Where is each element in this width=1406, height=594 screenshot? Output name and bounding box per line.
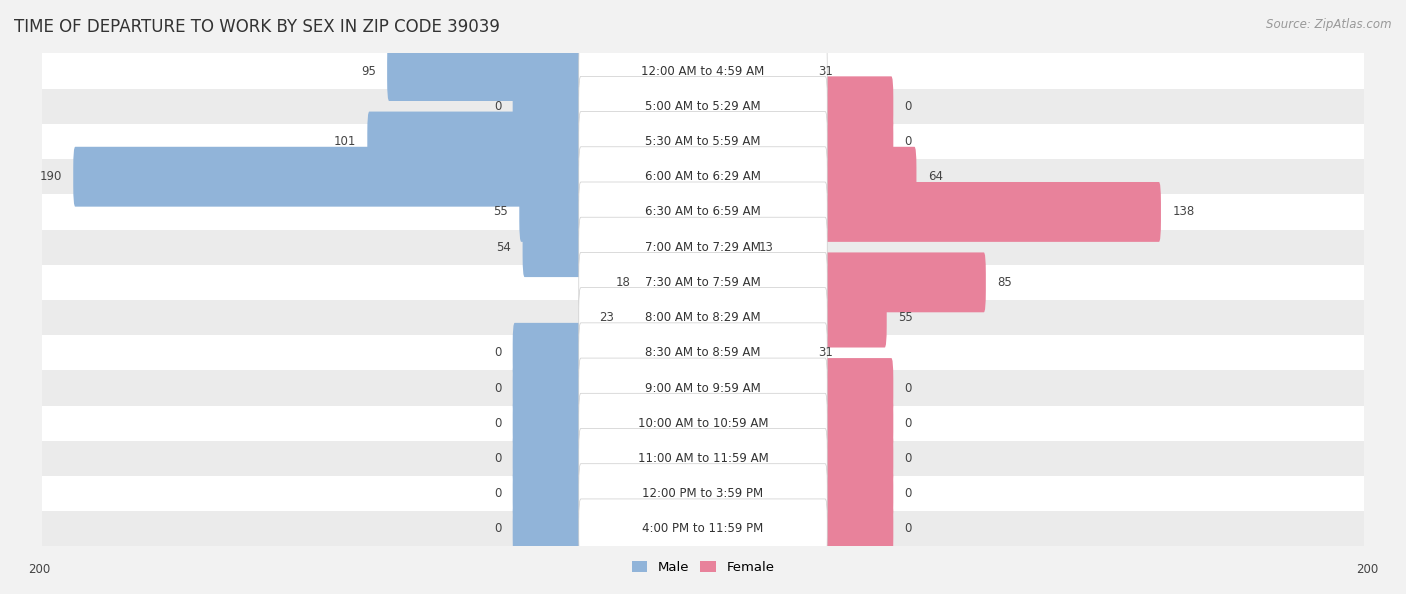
FancyBboxPatch shape bbox=[579, 41, 827, 101]
FancyBboxPatch shape bbox=[513, 393, 582, 453]
Text: 11:00 AM to 11:59 AM: 11:00 AM to 11:59 AM bbox=[638, 452, 768, 465]
FancyBboxPatch shape bbox=[42, 89, 1364, 124]
Text: 31: 31 bbox=[818, 346, 834, 359]
FancyBboxPatch shape bbox=[824, 112, 893, 172]
FancyBboxPatch shape bbox=[42, 53, 1364, 89]
Text: 13: 13 bbox=[759, 241, 775, 254]
Text: 55: 55 bbox=[494, 206, 508, 219]
FancyBboxPatch shape bbox=[824, 464, 893, 523]
Text: 0: 0 bbox=[904, 522, 912, 535]
Text: 6:30 AM to 6:59 AM: 6:30 AM to 6:59 AM bbox=[645, 206, 761, 219]
Text: 12:00 AM to 4:59 AM: 12:00 AM to 4:59 AM bbox=[641, 65, 765, 78]
Text: 0: 0 bbox=[494, 346, 502, 359]
FancyBboxPatch shape bbox=[579, 499, 827, 559]
FancyBboxPatch shape bbox=[824, 393, 893, 453]
FancyBboxPatch shape bbox=[824, 77, 893, 136]
Text: 0: 0 bbox=[904, 452, 912, 465]
FancyBboxPatch shape bbox=[42, 335, 1364, 371]
FancyBboxPatch shape bbox=[513, 77, 582, 136]
FancyBboxPatch shape bbox=[42, 265, 1364, 300]
FancyBboxPatch shape bbox=[824, 287, 887, 347]
Text: 0: 0 bbox=[494, 452, 502, 465]
Text: Source: ZipAtlas.com: Source: ZipAtlas.com bbox=[1267, 18, 1392, 31]
Text: 31: 31 bbox=[818, 65, 834, 78]
FancyBboxPatch shape bbox=[579, 77, 827, 136]
FancyBboxPatch shape bbox=[824, 147, 917, 207]
Text: 9:00 AM to 9:59 AM: 9:00 AM to 9:59 AM bbox=[645, 381, 761, 394]
FancyBboxPatch shape bbox=[579, 428, 827, 488]
Text: 7:00 AM to 7:29 AM: 7:00 AM to 7:29 AM bbox=[645, 241, 761, 254]
FancyBboxPatch shape bbox=[42, 371, 1364, 406]
FancyBboxPatch shape bbox=[42, 406, 1364, 441]
Text: 0: 0 bbox=[494, 487, 502, 500]
Text: 0: 0 bbox=[494, 100, 502, 113]
Text: 0: 0 bbox=[494, 522, 502, 535]
FancyBboxPatch shape bbox=[42, 194, 1364, 229]
Text: 0: 0 bbox=[494, 417, 502, 429]
FancyBboxPatch shape bbox=[824, 428, 893, 488]
FancyBboxPatch shape bbox=[579, 182, 827, 242]
Text: 5:30 AM to 5:59 AM: 5:30 AM to 5:59 AM bbox=[645, 135, 761, 148]
Text: 0: 0 bbox=[904, 487, 912, 500]
Text: 8:00 AM to 8:29 AM: 8:00 AM to 8:29 AM bbox=[645, 311, 761, 324]
FancyBboxPatch shape bbox=[42, 159, 1364, 194]
Text: 0: 0 bbox=[904, 417, 912, 429]
Text: 12:00 PM to 3:59 PM: 12:00 PM to 3:59 PM bbox=[643, 487, 763, 500]
Text: 23: 23 bbox=[599, 311, 614, 324]
FancyBboxPatch shape bbox=[579, 217, 827, 277]
FancyBboxPatch shape bbox=[523, 217, 582, 277]
FancyBboxPatch shape bbox=[513, 358, 582, 418]
FancyBboxPatch shape bbox=[42, 511, 1364, 546]
Legend: Male, Female: Male, Female bbox=[626, 555, 780, 579]
Text: 64: 64 bbox=[928, 170, 942, 183]
Text: 0: 0 bbox=[904, 381, 912, 394]
Text: 5:00 AM to 5:29 AM: 5:00 AM to 5:29 AM bbox=[645, 100, 761, 113]
Text: 0: 0 bbox=[904, 100, 912, 113]
FancyBboxPatch shape bbox=[42, 300, 1364, 335]
Text: 10:00 AM to 10:59 AM: 10:00 AM to 10:59 AM bbox=[638, 417, 768, 429]
FancyBboxPatch shape bbox=[579, 464, 827, 523]
FancyBboxPatch shape bbox=[824, 182, 1161, 242]
FancyBboxPatch shape bbox=[42, 441, 1364, 476]
Text: 4:00 PM to 11:59 PM: 4:00 PM to 11:59 PM bbox=[643, 522, 763, 535]
FancyBboxPatch shape bbox=[824, 499, 893, 559]
FancyBboxPatch shape bbox=[579, 358, 827, 418]
FancyBboxPatch shape bbox=[579, 323, 827, 383]
Text: 7:30 AM to 7:59 AM: 7:30 AM to 7:59 AM bbox=[645, 276, 761, 289]
FancyBboxPatch shape bbox=[42, 124, 1364, 159]
FancyBboxPatch shape bbox=[513, 428, 582, 488]
Text: 85: 85 bbox=[997, 276, 1012, 289]
Text: 190: 190 bbox=[39, 170, 62, 183]
FancyBboxPatch shape bbox=[73, 147, 582, 207]
FancyBboxPatch shape bbox=[513, 323, 582, 383]
Text: 0: 0 bbox=[494, 381, 502, 394]
FancyBboxPatch shape bbox=[824, 358, 893, 418]
Text: 18: 18 bbox=[616, 276, 630, 289]
FancyBboxPatch shape bbox=[579, 252, 827, 312]
FancyBboxPatch shape bbox=[387, 41, 582, 101]
Text: 138: 138 bbox=[1173, 206, 1195, 219]
Text: 0: 0 bbox=[904, 135, 912, 148]
Text: 200: 200 bbox=[1355, 563, 1378, 576]
FancyBboxPatch shape bbox=[367, 112, 582, 172]
Text: 6:00 AM to 6:29 AM: 6:00 AM to 6:29 AM bbox=[645, 170, 761, 183]
FancyBboxPatch shape bbox=[513, 464, 582, 523]
FancyBboxPatch shape bbox=[824, 252, 986, 312]
FancyBboxPatch shape bbox=[42, 476, 1364, 511]
Text: 55: 55 bbox=[898, 311, 912, 324]
FancyBboxPatch shape bbox=[579, 287, 827, 347]
FancyBboxPatch shape bbox=[513, 499, 582, 559]
Text: 95: 95 bbox=[361, 65, 375, 78]
Text: TIME OF DEPARTURE TO WORK BY SEX IN ZIP CODE 39039: TIME OF DEPARTURE TO WORK BY SEX IN ZIP … bbox=[14, 18, 501, 36]
FancyBboxPatch shape bbox=[579, 147, 827, 207]
Text: 101: 101 bbox=[333, 135, 356, 148]
FancyBboxPatch shape bbox=[42, 229, 1364, 265]
Text: 200: 200 bbox=[28, 563, 51, 576]
FancyBboxPatch shape bbox=[579, 393, 827, 453]
FancyBboxPatch shape bbox=[519, 182, 582, 242]
Text: 54: 54 bbox=[496, 241, 512, 254]
Text: 8:30 AM to 8:59 AM: 8:30 AM to 8:59 AM bbox=[645, 346, 761, 359]
FancyBboxPatch shape bbox=[579, 112, 827, 172]
